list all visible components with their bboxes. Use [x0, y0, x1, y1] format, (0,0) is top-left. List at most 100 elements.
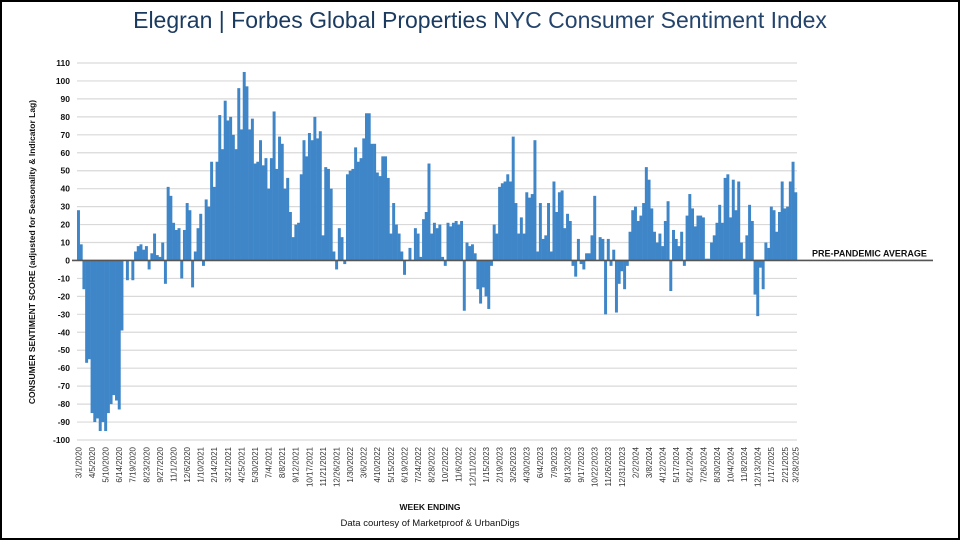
bar — [237, 88, 241, 261]
x-tick-label: 12/31/2023 — [618, 446, 627, 487]
bar — [693, 226, 697, 261]
bar — [120, 260, 124, 331]
bar — [354, 147, 358, 261]
bar — [231, 134, 235, 261]
bar — [242, 71, 246, 261]
bar — [509, 181, 512, 261]
x-tick-label: 4/30/2023 — [523, 446, 532, 482]
bar — [470, 244, 474, 261]
bar — [240, 129, 243, 261]
bar — [479, 260, 483, 304]
bar — [188, 210, 192, 261]
bar — [163, 260, 167, 284]
bar — [345, 174, 349, 261]
bar — [427, 163, 431, 261]
bar — [153, 233, 157, 261]
bar — [731, 179, 735, 261]
bar — [332, 251, 336, 261]
bar — [82, 260, 86, 290]
bar — [663, 220, 667, 261]
x-tick-label: 9/12/2021 — [292, 446, 301, 482]
bar — [373, 143, 377, 261]
bar — [772, 210, 776, 261]
bar — [199, 213, 203, 261]
x-tick-label: 4/25/2021 — [237, 446, 246, 482]
bar — [419, 256, 423, 261]
bar — [750, 220, 754, 261]
bar — [699, 215, 703, 261]
x-tick-label: 2/2/2024 — [631, 446, 640, 478]
y-axis-title: CONSUMER SENTIMENT SCORE (adjusted for S… — [27, 100, 37, 404]
bar — [297, 222, 301, 261]
bar — [519, 217, 523, 261]
bar — [756, 260, 760, 317]
x-tick-label: 5/15/2022 — [387, 446, 396, 482]
bar — [517, 233, 521, 261]
bar — [93, 260, 97, 423]
bar — [351, 168, 355, 261]
bar — [291, 237, 295, 261]
bar — [653, 231, 656, 261]
x-tick-label: 11/8/2024 — [740, 446, 749, 482]
bar — [666, 201, 670, 261]
x-tick-label: 7/26/2024 — [699, 446, 708, 482]
bar — [329, 188, 333, 261]
bar — [142, 249, 146, 261]
y-tick-label: 70 — [61, 130, 71, 140]
x-tick-label: 12/6/2020 — [183, 446, 192, 482]
y-tick-label: 110 — [56, 58, 70, 68]
bar — [625, 260, 629, 266]
x-tick-label: 7/24/2022 — [414, 446, 423, 482]
bar — [307, 133, 311, 261]
x-tick-label: 5/10/2020 — [102, 446, 111, 482]
bar — [394, 224, 398, 261]
bar — [777, 212, 781, 261]
bar — [413, 228, 417, 261]
bar — [161, 242, 165, 261]
bar — [204, 199, 208, 261]
bar — [117, 260, 121, 410]
bar — [335, 260, 339, 270]
bar — [734, 210, 738, 261]
bar — [288, 212, 292, 261]
bar — [726, 174, 730, 261]
bar — [650, 208, 654, 261]
bar — [460, 220, 464, 261]
bar — [541, 238, 545, 261]
bar — [601, 238, 605, 261]
bar — [593, 195, 597, 261]
bar — [503, 181, 507, 261]
bar — [348, 170, 352, 261]
bar — [704, 258, 708, 261]
bar — [234, 149, 238, 261]
bar — [498, 186, 502, 261]
bar — [791, 161, 795, 261]
bar — [166, 186, 170, 261]
bar — [201, 260, 205, 266]
bar — [226, 120, 230, 261]
bar — [598, 237, 602, 261]
x-tick-label: 6/4/2023 — [536, 446, 545, 478]
bar — [367, 113, 371, 261]
bar — [623, 260, 627, 290]
bar — [775, 231, 779, 261]
x-tick-label: 1/30/2022 — [346, 446, 355, 482]
bar — [250, 118, 254, 261]
bar — [446, 222, 450, 261]
bar — [538, 203, 542, 261]
bar — [639, 215, 643, 261]
bar — [780, 181, 784, 261]
bar — [215, 161, 219, 261]
y-tick-label: 60 — [61, 148, 71, 158]
bar — [712, 235, 716, 261]
x-tick-label: 1/10/2021 — [197, 446, 206, 482]
bar — [530, 194, 534, 261]
bar — [150, 253, 154, 261]
bar — [212, 186, 216, 261]
x-tick-label: 7/19/2020 — [129, 446, 138, 482]
bar — [788, 181, 792, 261]
bar — [587, 253, 591, 261]
bar — [169, 195, 173, 261]
bar — [299, 174, 303, 261]
bar — [620, 260, 624, 272]
